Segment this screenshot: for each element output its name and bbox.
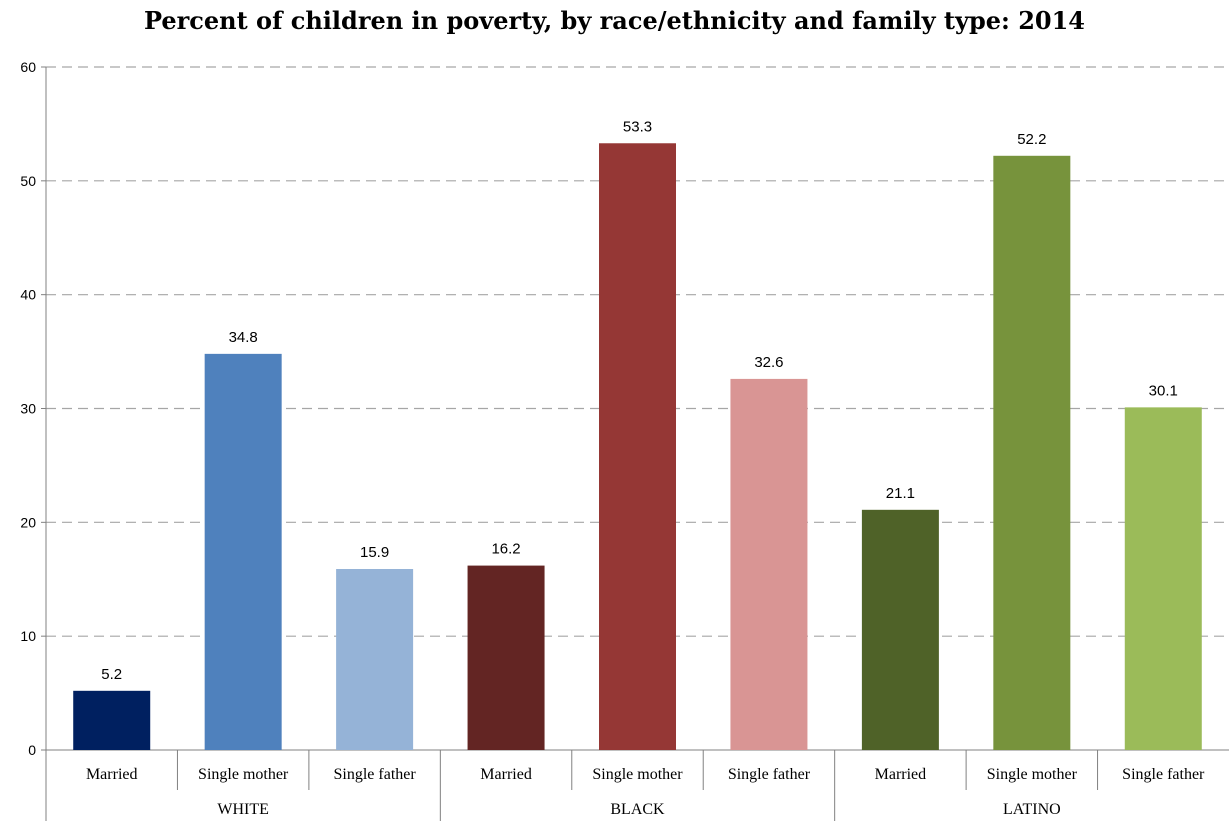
bar: [1124, 407, 1202, 750]
data-label: 5.2: [101, 666, 122, 683]
data-label: 16.2: [491, 541, 520, 558]
data-label: 15.9: [360, 544, 389, 561]
bar: [73, 690, 151, 750]
group-label: BLACK: [610, 801, 665, 818]
y-tick-label: 40: [20, 287, 36, 303]
bar: [204, 353, 282, 750]
category-label: Single father: [334, 766, 417, 783]
category-label: Married: [480, 766, 532, 783]
category-label: Single mother: [592, 766, 683, 783]
bar: [993, 155, 1071, 751]
data-label: 53.3: [623, 118, 652, 135]
y-tick-label: 20: [20, 514, 36, 530]
y-tick-label: 10: [20, 628, 36, 644]
category-label: Single mother: [198, 766, 289, 783]
bar: [467, 565, 545, 750]
category-label: Single father: [728, 766, 811, 783]
chart-title: Percent of children in poverty, by race/…: [143, 6, 1086, 35]
data-label: 30.1: [1149, 382, 1178, 399]
bar: [730, 378, 808, 750]
bar: [599, 143, 676, 751]
category-label: Single father: [1122, 766, 1205, 783]
data-label: 34.8: [229, 329, 258, 346]
group-label: WHITE: [217, 801, 269, 818]
category-label: Married: [86, 766, 138, 783]
data-label: 52.2: [1017, 131, 1046, 148]
y-tick-label: 50: [20, 173, 36, 189]
data-label: 21.1: [886, 485, 915, 502]
y-tick-label: 30: [20, 401, 36, 417]
labels: 0 10 20 30 40 50 60 5.2 Married 34.8 Single mother…: [20, 59, 1205, 818]
bars: [73, 143, 1202, 751]
bar: [336, 569, 414, 750]
bar: [861, 509, 939, 750]
y-tick-label: 60: [20, 59, 36, 75]
category-label: Married: [875, 766, 927, 783]
y-tick-label: 0: [28, 742, 36, 758]
group-label: LATINO: [1003, 801, 1061, 818]
data-label: 32.6: [754, 354, 783, 371]
category-label: Single mother: [987, 766, 1078, 783]
